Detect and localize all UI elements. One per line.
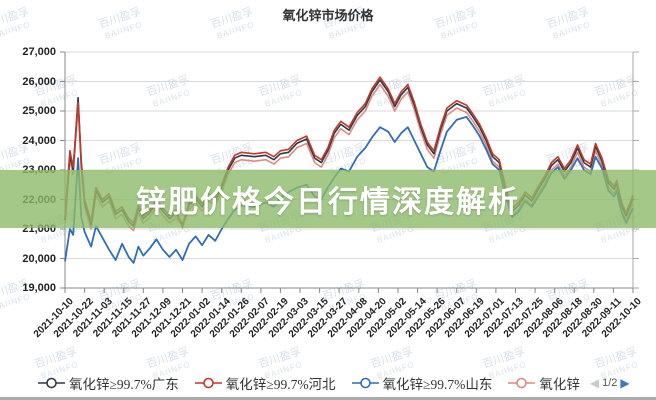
legend-label: 氧化锌: [539, 377, 580, 392]
y-tick-label: 20,000: [22, 252, 56, 265]
horizontal-scrollbar[interactable]: [0, 397, 656, 400]
legend-line-circle-icon: [38, 377, 65, 389]
legend-page-indicator: 1/2: [602, 377, 618, 389]
legend-line-circle-icon: [194, 377, 222, 389]
legend-next-icon[interactable]: ▶: [620, 376, 630, 390]
legend-label: 氧化锌≥99.7%河北: [225, 377, 336, 392]
y-tick-label: 27,000: [22, 46, 56, 58]
y-tick-label: 25,000: [22, 105, 56, 117]
legend: 氧化锌≥99.7%广东 氧化锌≥99.7%河北 氧化锌≥99.7%山东 氧化锌 ◀…: [0, 371, 656, 395]
legend-prev-icon[interactable]: ◀: [589, 376, 600, 390]
legend-pager: ◀ 1/2 ▶: [590, 377, 630, 389]
banner-title: 锌肥价格今日行情深度解析: [136, 186, 520, 219]
legend-item-1[interactable]: 氧化锌≥99.7%广东: [38, 373, 179, 393]
legend-item-4[interactable]: 氧化锌: [508, 373, 580, 393]
promo-banner[interactable]: 锌肥价格今日行情深度解析: [0, 170, 656, 228]
legend-label: 氧化锌≥99.7%山东: [382, 377, 493, 392]
legend-item-2[interactable]: 氧化锌≥99.7%河北: [194, 373, 336, 393]
y-tick-label: 26,000: [22, 75, 56, 88]
legend-label: 氧化锌≥99.7%广东: [69, 377, 179, 392]
legend-line-circle-icon: [508, 377, 536, 389]
y-tick-label: 19,000: [22, 282, 56, 294]
legend-item-3[interactable]: 氧化锌≥99.7%山东: [351, 373, 493, 393]
legend-line-circle-icon: [351, 377, 379, 389]
y-tick-label: 24,000: [22, 134, 56, 147]
chart-title: 氧化锌市场价格: [282, 8, 374, 23]
